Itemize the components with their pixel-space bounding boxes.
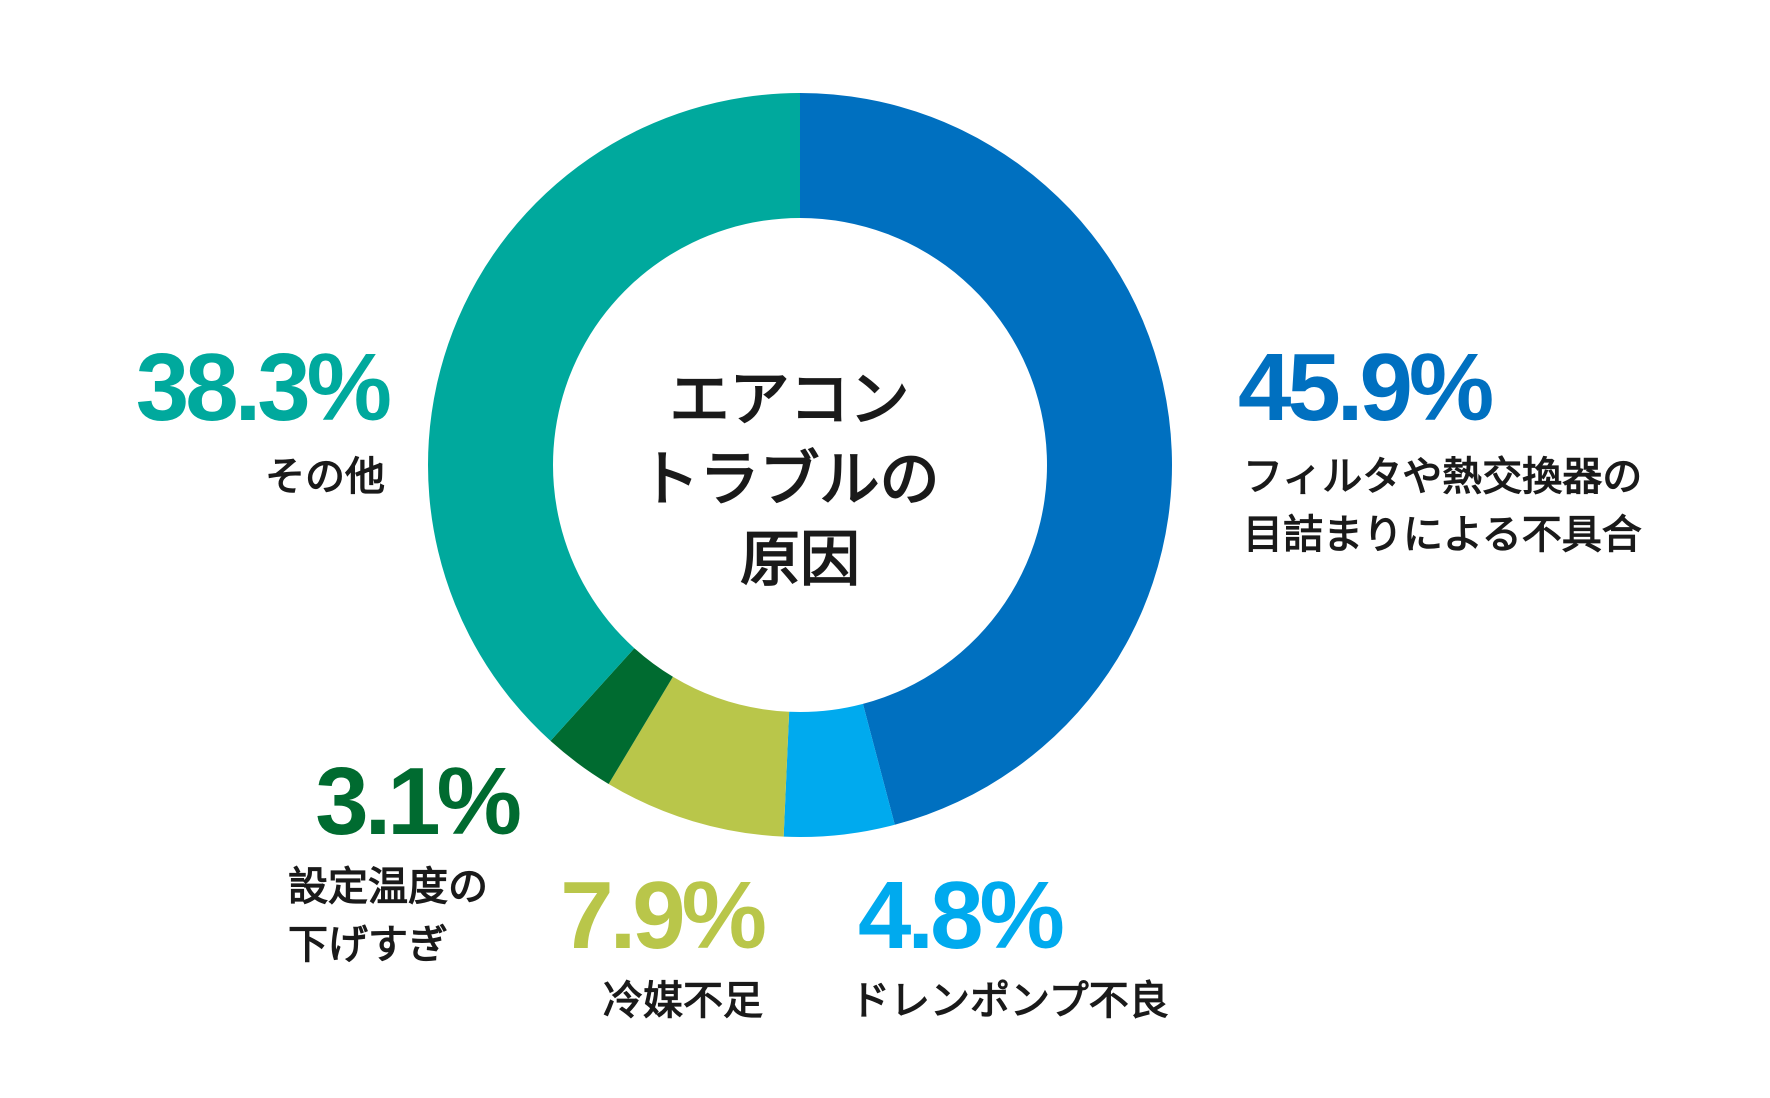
donut-slice-other: [428, 93, 800, 741]
slice-label-refrigerant-line-1: 冷媒不足: [603, 978, 763, 1024]
center-title-line-2: トラブルの: [640, 445, 940, 515]
donut-slice-drain-pump: [783, 703, 895, 837]
slice-value-other: 38.3%: [136, 334, 390, 441]
slice-value-refrigerant: 7.9%: [560, 862, 764, 969]
center-title-line-3: 原因: [740, 525, 860, 595]
slice-label-drain-pump: ドレンポンプ不良: [850, 978, 1169, 1024]
donut-slice-filter: [800, 93, 1172, 825]
slice-label-filter-line-1: フィルタや熱交換器の: [1243, 454, 1642, 500]
slice-label-filter-line-2: 目詰まりによる不具合: [1243, 512, 1642, 558]
center-title: エアコン トラブルの 原因: [640, 365, 961, 595]
slice-label-temperature-line-2: 下げすぎ: [288, 922, 448, 968]
slice-value-drain-pump: 4.8%: [858, 862, 1062, 969]
slice-label-refrigerant: 冷媒不足: [603, 978, 763, 1024]
slice-label-filter: フィルタや熱交換器の 目詰まりによる不具合: [1243, 454, 1656, 558]
donut-slice-refrigerant: [608, 676, 790, 837]
slice-label-drain-pump-line-1: ドレンポンプ不良: [850, 978, 1169, 1024]
slice-value-temperature: 3.1%: [315, 748, 519, 855]
slice-value-filter: 45.9%: [1238, 334, 1492, 441]
slice-label-temperature: 設定温度の 下げすぎ: [288, 864, 502, 968]
donut-slice-temperature: [550, 648, 673, 784]
donut-slices: [428, 93, 1172, 837]
slice-label-temperature-line-1: 設定温度の: [288, 864, 488, 910]
slice-label-other: その他: [265, 454, 385, 500]
center-title-line-1: エアコン: [670, 365, 910, 435]
slice-label-other-line-1: その他: [265, 454, 385, 500]
